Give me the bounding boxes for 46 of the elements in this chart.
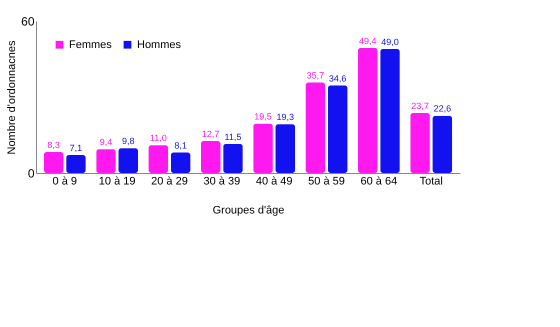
- bar: [432, 116, 452, 173]
- bar: [44, 152, 64, 173]
- data-label: 49,4: [358, 36, 376, 46]
- x-tick-label: 60 à 64: [360, 176, 398, 188]
- bar: [380, 48, 400, 173]
- data-label: 8,3: [47, 140, 60, 150]
- bar: [358, 48, 378, 173]
- data-label: 22,6: [434, 104, 452, 114]
- bar: [306, 82, 326, 173]
- bar: [66, 155, 86, 173]
- bar: [170, 152, 190, 173]
- y-tick-label: 0: [28, 166, 35, 180]
- x-tick-label: 40 à 49: [256, 176, 293, 188]
- bar: [276, 124, 296, 173]
- data-label: 35,7: [306, 70, 324, 81]
- data-label: 11,0: [150, 133, 167, 144]
- bar: [118, 148, 138, 173]
- y-tick-label: 60: [21, 14, 35, 28]
- y-axis-title: Nombre d'ordonnacnes: [6, 40, 18, 155]
- data-label: 19,5: [254, 112, 272, 122]
- bar: [223, 144, 243, 173]
- legend-label: Femmes: [69, 38, 112, 51]
- x-tick-label: 50 à 59: [308, 176, 345, 188]
- legend-label: Hommes: [137, 38, 182, 51]
- x-tick-label: Total: [420, 176, 443, 188]
- x-tick-label: 10 à 19: [98, 176, 136, 188]
- x-tick-label: 0 à 9: [52, 176, 78, 188]
- data-label: 12,7: [202, 128, 220, 139]
- x-tick-label: 30 à 39: [203, 176, 240, 188]
- data-label: 23,7: [411, 100, 429, 111]
- data-label: 19,3: [276, 112, 294, 122]
- x-axis-title: Groupes d'âge: [212, 204, 284, 216]
- data-label: 7,1: [70, 143, 82, 154]
- bar: [328, 85, 348, 173]
- bar: [200, 140, 220, 173]
- bar: [410, 112, 430, 173]
- x-tick-label: 20 à 29: [151, 176, 188, 188]
- data-label: 8,1: [174, 140, 187, 150]
- data-label: 49,0: [381, 36, 399, 47]
- bar: [148, 145, 168, 173]
- bar: [96, 149, 116, 173]
- data-label: 11,5: [224, 132, 242, 142]
- data-label: 9,8: [122, 136, 135, 146]
- data-label: 9,4: [100, 137, 112, 148]
- data-label: 34,6: [328, 73, 346, 84]
- bar: [253, 124, 273, 173]
